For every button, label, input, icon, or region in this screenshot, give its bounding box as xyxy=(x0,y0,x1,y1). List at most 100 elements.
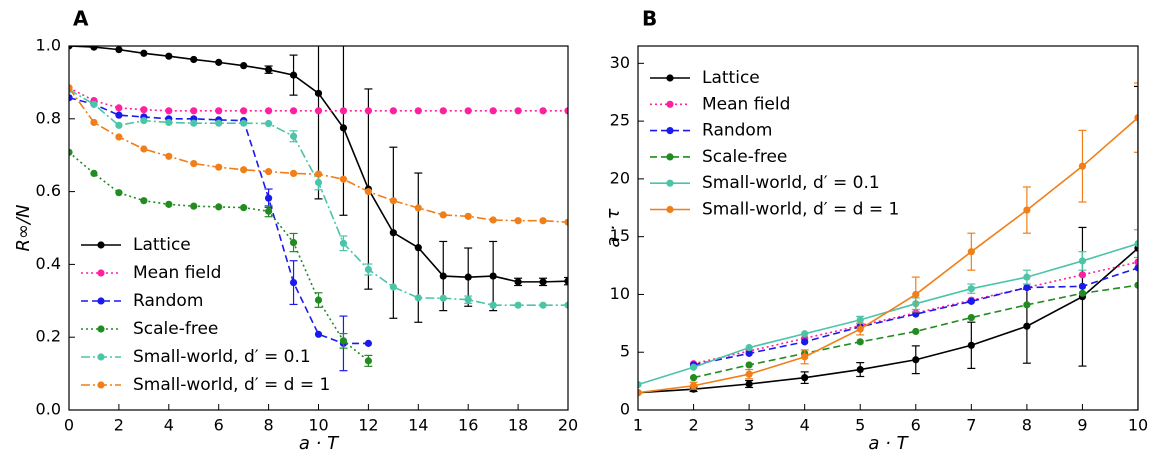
y-axis-label: a · τ xyxy=(603,208,624,247)
data-point xyxy=(140,49,148,57)
data-point xyxy=(69,148,73,156)
y-tick-label: 0.8 xyxy=(36,108,61,127)
data-point xyxy=(364,265,372,274)
data-point xyxy=(1134,258,1138,266)
data-point xyxy=(967,285,975,293)
data-point xyxy=(489,216,497,224)
error-bar xyxy=(1134,229,1138,259)
data-point xyxy=(856,325,864,333)
data-point xyxy=(364,339,372,347)
x-tick-label: 6 xyxy=(214,416,224,435)
data-point xyxy=(414,294,422,302)
data-point xyxy=(314,170,323,178)
series-line xyxy=(69,96,369,345)
data-point xyxy=(912,356,920,364)
data-point xyxy=(1078,162,1087,170)
data-point xyxy=(414,107,422,115)
legend-label: Small-world, d′ = d = 1 xyxy=(702,200,899,220)
data-point xyxy=(1023,322,1031,330)
data-point xyxy=(745,361,753,369)
legend-marker xyxy=(666,179,674,187)
data-point xyxy=(489,272,497,280)
data-point xyxy=(265,167,273,176)
data-point xyxy=(1078,282,1087,290)
data-point xyxy=(265,207,273,215)
data-point xyxy=(165,200,173,208)
data-point xyxy=(912,327,920,336)
legend-label: Lattice xyxy=(702,68,760,88)
data-point xyxy=(1078,257,1087,265)
data-point xyxy=(389,229,397,237)
y-tick-label: 30 xyxy=(610,53,630,72)
data-point xyxy=(215,58,223,66)
data-point xyxy=(464,273,472,281)
plot-area xyxy=(638,82,1138,410)
data-point xyxy=(364,107,372,115)
data-point xyxy=(1023,301,1031,309)
legend-label: Random xyxy=(133,291,203,311)
data-point xyxy=(745,344,753,352)
y-tick-label: 0.0 xyxy=(36,400,61,419)
data-point xyxy=(90,118,98,127)
data-point xyxy=(856,338,864,346)
legend-label: Mean field xyxy=(133,263,221,283)
data-point xyxy=(689,382,698,390)
data-point xyxy=(289,238,298,247)
x-tick-label: 1 xyxy=(633,416,643,435)
legend-marker xyxy=(97,269,105,277)
legend-marker xyxy=(666,153,674,161)
data-point xyxy=(215,163,223,171)
data-point xyxy=(165,152,173,160)
data-point xyxy=(464,296,472,304)
data-point xyxy=(1023,273,1031,281)
error-bar xyxy=(564,276,568,286)
data-point xyxy=(314,178,323,187)
data-point xyxy=(439,294,447,302)
data-point xyxy=(90,100,98,108)
data-point xyxy=(1078,289,1087,297)
data-point xyxy=(240,62,248,70)
data-point xyxy=(856,365,864,374)
series-line xyxy=(693,267,1138,366)
legend-label: Small-world, d′ = d = 1 xyxy=(133,375,330,395)
x-tick-label: 20 xyxy=(558,416,578,435)
data-point xyxy=(165,118,173,127)
data-point xyxy=(190,159,198,168)
data-point xyxy=(165,107,173,115)
legend-marker xyxy=(97,241,105,249)
x-tick-label: 2 xyxy=(114,416,124,435)
data-point xyxy=(967,341,975,349)
legend-marker xyxy=(666,205,674,214)
legend-marker xyxy=(97,353,105,361)
data-point xyxy=(638,380,642,389)
data-point xyxy=(314,296,323,304)
series-line xyxy=(638,117,1138,394)
data-point xyxy=(564,277,568,285)
data-point xyxy=(265,194,273,202)
data-point xyxy=(564,301,568,309)
y-tick-label: 20 xyxy=(610,168,630,187)
data-point xyxy=(489,301,497,309)
x-tick-label: 2 xyxy=(688,416,698,435)
data-point xyxy=(215,203,223,211)
data-point xyxy=(801,330,809,338)
data-point xyxy=(339,175,348,183)
data-point xyxy=(801,353,809,361)
legend: Lattice Mean field Random Scale-free Small-w… xyxy=(81,235,330,395)
data-point xyxy=(339,124,348,132)
data-point xyxy=(190,55,198,64)
data-point xyxy=(1134,114,1138,122)
y-tick-label: 15 xyxy=(610,226,630,245)
x-tick-label: 4 xyxy=(800,416,810,435)
error-bar xyxy=(1134,82,1138,153)
data-point xyxy=(439,107,447,115)
legend-label: Small-world, d′ = 0.1 xyxy=(702,173,880,193)
y-tick-label: 25 xyxy=(610,111,630,130)
data-point xyxy=(190,119,198,127)
data-point xyxy=(90,46,98,51)
data-point xyxy=(414,204,422,212)
x-tick-label: 6 xyxy=(911,416,921,435)
data-point xyxy=(464,212,472,220)
x-tick-label: 16 xyxy=(458,416,478,435)
